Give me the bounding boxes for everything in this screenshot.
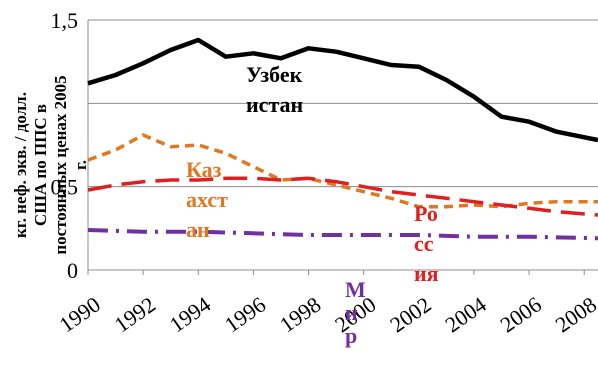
series-label-line: истан bbox=[246, 92, 304, 117]
series-label-line: Каз bbox=[186, 157, 222, 182]
x-tick-label: 1990 bbox=[54, 292, 104, 338]
y-axis-title: кг. неф. экв. / долл.США по ППС впостоян… bbox=[11, 75, 90, 254]
series-line-2 bbox=[88, 178, 598, 215]
series-label-line: Узбек bbox=[246, 62, 303, 87]
gridlines bbox=[88, 20, 598, 187]
y-tick-label: 0 bbox=[67, 258, 78, 283]
series-line-1 bbox=[88, 135, 598, 207]
x-tick-label: 1992 bbox=[110, 292, 160, 338]
series-label-line: р bbox=[345, 323, 357, 348]
x-tick-label: 2008 bbox=[551, 292, 598, 338]
x-tick-label: 1998 bbox=[275, 292, 325, 338]
series-lines bbox=[88, 40, 598, 238]
y-axis-title-line: постоянных ценах 2005 bbox=[51, 75, 70, 254]
series-label-line: ан bbox=[186, 217, 210, 242]
series-label-0: Узбек истан bbox=[246, 62, 304, 117]
x-tick-label: 2006 bbox=[496, 292, 546, 338]
x-tick-label: 2002 bbox=[385, 292, 435, 338]
series-label-line: сс bbox=[414, 231, 434, 256]
y-tick-label: 1,5 bbox=[51, 8, 79, 33]
y-axis-title-line: США по ППС в bbox=[31, 104, 50, 226]
y-axis-title-text: кг. неф. экв. / долл.США по ППС впостоян… bbox=[11, 75, 90, 254]
series-label-2: Ро сс ия bbox=[414, 201, 439, 286]
series-label-1: Каз ахст ан bbox=[186, 157, 228, 242]
series-label-line: и bbox=[345, 300, 358, 325]
x-tick-label: 1994 bbox=[165, 292, 215, 338]
x-tick-label: 2004 bbox=[440, 292, 490, 338]
series-label-line: ахст bbox=[186, 187, 228, 212]
series-line-3 bbox=[88, 230, 598, 238]
series-label-line: Ро bbox=[414, 201, 438, 226]
series-line-0 bbox=[88, 40, 598, 140]
y-axis-title-line: кг. неф. экв. / долл. bbox=[11, 92, 30, 238]
x-tick-label: 1996 bbox=[220, 292, 270, 338]
series-label-line: ия bbox=[414, 261, 439, 286]
series-label-line: М bbox=[345, 277, 366, 302]
y-axis-title-line: г. bbox=[71, 160, 90, 170]
